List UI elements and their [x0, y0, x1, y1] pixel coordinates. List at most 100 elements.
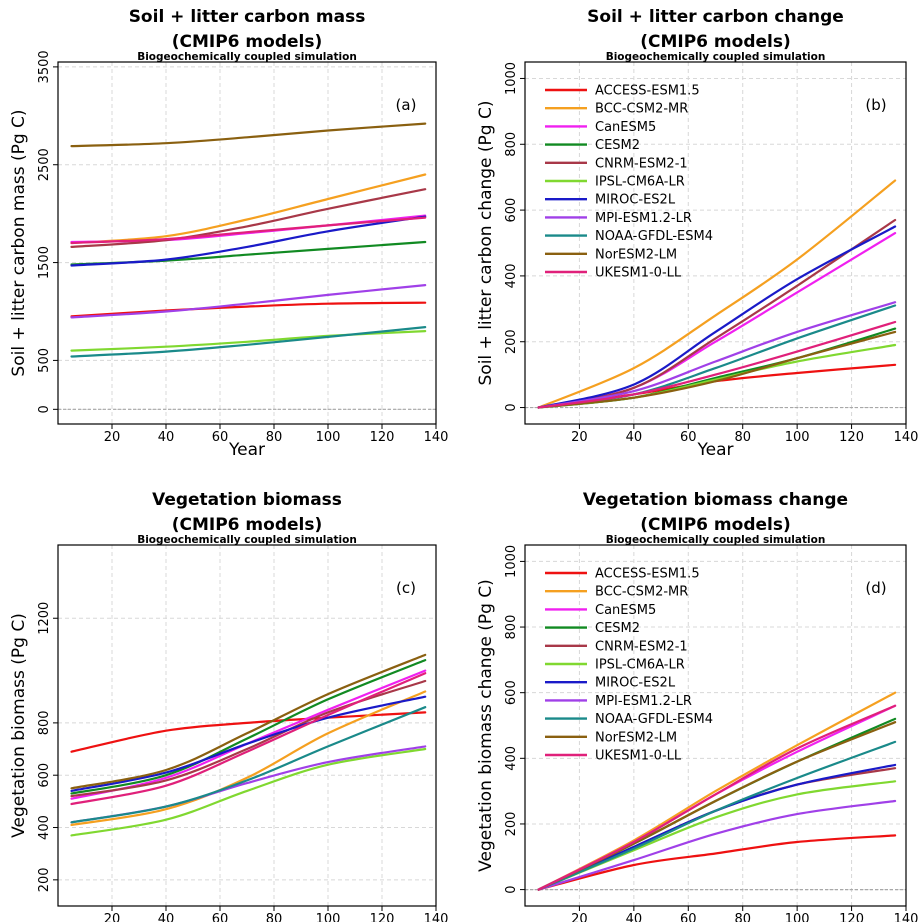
series-line-ipsl-cm6a-lr: [70, 747, 427, 837]
panel-tag: (d): [865, 579, 886, 597]
y-tick-label: 200: [37, 867, 52, 892]
series-line-noaa-gfdl-esm4: [70, 706, 427, 824]
series-line-miroc-es2l: [70, 695, 427, 792]
legend-entry: CESM2: [595, 138, 640, 153]
series-line-cnrm-esm2-1: [70, 188, 427, 248]
legend-entry: BCC-CSM2-MR: [595, 102, 688, 117]
legend-entry: NorESM2-LM: [595, 730, 677, 745]
series-line-miroc-es2l: [537, 763, 897, 891]
y-tick-label: 2500: [37, 148, 52, 181]
x-tick-label: 120: [370, 912, 395, 922]
y-tick-label: 1500: [37, 246, 52, 279]
y-axis-label: Soil + litter carbon mass (Pg C): [9, 109, 29, 376]
y-tick-label: 1200: [37, 602, 52, 635]
y-tick-label: 1000: [504, 545, 519, 578]
legend-entry: IPSL-CM6A-LR: [595, 175, 685, 190]
series-line-ukesm1-0-ll: [537, 320, 897, 409]
panel-b: Soil + litter carbon change (CMIP6 models…: [476, 7, 918, 460]
legend-entry: MPI-ESM1.2-LR: [595, 211, 692, 226]
legend: ACCESS-ESM1.5 BCC-CSM2-MR CanESM5 CESM2 CNRM…: [545, 567, 713, 764]
y-tick-label: 0: [504, 885, 519, 893]
chart-title: Vegetation biomass: [152, 490, 342, 510]
x-tick-label: 80: [266, 912, 283, 922]
x-tick-label: 60: [680, 912, 697, 922]
series-line-miroc-es2l: [537, 225, 897, 409]
legend-entry: CanESM5: [595, 603, 656, 618]
y-tick-label: 500: [37, 348, 52, 373]
x-tick-label: 100: [316, 430, 341, 445]
legend-entry: NOAA-GFDL-ESM4: [595, 229, 713, 244]
panel-tag: (c): [396, 579, 416, 597]
x-tick-label: 20: [104, 430, 121, 445]
x-tick-label: 120: [839, 430, 864, 445]
series-line-cesm2: [70, 659, 427, 795]
series-line-ipsl-cm6a-lr: [70, 330, 427, 352]
legend-entry: IPSL-CM6A-LR: [595, 658, 685, 673]
x-axis-label: Year: [697, 440, 734, 460]
panel-a: Soil + litter carbon mass (CMIP6 models)B…: [9, 7, 448, 460]
series-line-cesm2: [70, 240, 427, 266]
x-tick-label: 100: [785, 430, 810, 445]
plot-frame: [57, 61, 437, 425]
legend-entry: ACCESS-ESM1.5: [595, 84, 700, 99]
x-tick-label: 120: [370, 430, 395, 445]
x-tick-label: 120: [839, 912, 864, 922]
x-tick-label: 100: [316, 912, 341, 922]
legend-entry: MIROC-ES2L: [595, 676, 676, 691]
x-tick-label: 20: [571, 912, 588, 922]
y-tick-label: 600: [37, 763, 52, 788]
x-tick-label: 100: [785, 912, 810, 922]
legend-entry: MIROC-ES2L: [595, 193, 676, 208]
series-line-bcc-csm2-mr: [537, 179, 897, 409]
y-tick-label: 200: [504, 812, 519, 837]
series-line-ukesm1-0-ll: [537, 704, 897, 891]
series-line-bcc-csm2-mr: [70, 690, 427, 826]
legend: ACCESS-ESM1.5 BCC-CSM2-MR CanESM5 CESM2 CNRM…: [545, 84, 713, 281]
series-line-miroc-es2l: [70, 215, 427, 267]
legend-entry: UKESM1-0-LL: [595, 749, 682, 764]
legend-entry: CNRM-ESM2-1: [595, 639, 688, 654]
y-tick-label: 200: [504, 329, 519, 354]
y-tick-label: 800: [504, 132, 519, 157]
y-tick-label: 400: [504, 263, 519, 288]
x-tick-label: 140: [424, 912, 449, 922]
y-tick-label: 800: [37, 710, 52, 735]
series-line-mpi-esm1-2-lr: [537, 799, 897, 891]
series-line-noresm2-lm: [537, 330, 897, 409]
x-tick-label: 140: [894, 912, 919, 922]
chart-title: Soil + litter carbon change: [587, 7, 844, 27]
series-line-noresm2-lm: [70, 653, 427, 790]
y-tick-label: 1000: [504, 62, 519, 95]
y-tick-label: 600: [504, 198, 519, 223]
chart-subtitle: Biogeochemically coupled simulation: [606, 51, 826, 63]
x-tick-label: 40: [626, 912, 643, 922]
legend-entry: NOAA-GFDL-ESM4: [595, 712, 713, 727]
chart-title-line2: (CMIP6 models): [640, 515, 791, 535]
panel-tag: (a): [396, 96, 417, 114]
x-tick-label: 60: [680, 430, 697, 445]
plot-frame: [57, 544, 437, 907]
x-tick-label: 80: [734, 430, 751, 445]
legend-entry: CNRM-ESM2-1: [595, 156, 688, 171]
y-axis-label: Vegetation biomass change (Pg C): [476, 579, 496, 872]
series-line-noaa-gfdl-esm4: [537, 740, 897, 891]
x-tick-label: 40: [158, 912, 175, 922]
series-line-bcc-csm2-mr: [537, 691, 897, 891]
panel-tag: (b): [865, 96, 886, 114]
series-line-noaa-gfdl-esm4: [70, 326, 427, 358]
series-line-mpi-esm1-2-lr: [537, 301, 897, 409]
chart-title: Soil + litter carbon mass: [129, 7, 366, 27]
x-tick-label: 60: [212, 430, 229, 445]
y-tick-label: 600: [504, 680, 519, 705]
chart-title-line2: (CMIP6 models): [640, 32, 791, 52]
legend-entry: NorESM2-LM: [595, 247, 677, 262]
x-tick-label: 20: [104, 912, 121, 922]
x-tick-label: 40: [158, 430, 175, 445]
x-tick-label: 40: [626, 430, 643, 445]
plot-frame: [524, 61, 907, 425]
series-line-access-esm1-5: [70, 301, 427, 318]
chart-title: Vegetation biomass change: [583, 490, 848, 510]
legend-entry: MPI-ESM1.2-LR: [595, 694, 692, 709]
legend-entry: BCC-CSM2-MR: [595, 585, 688, 600]
x-tick-label: 60: [212, 912, 229, 922]
